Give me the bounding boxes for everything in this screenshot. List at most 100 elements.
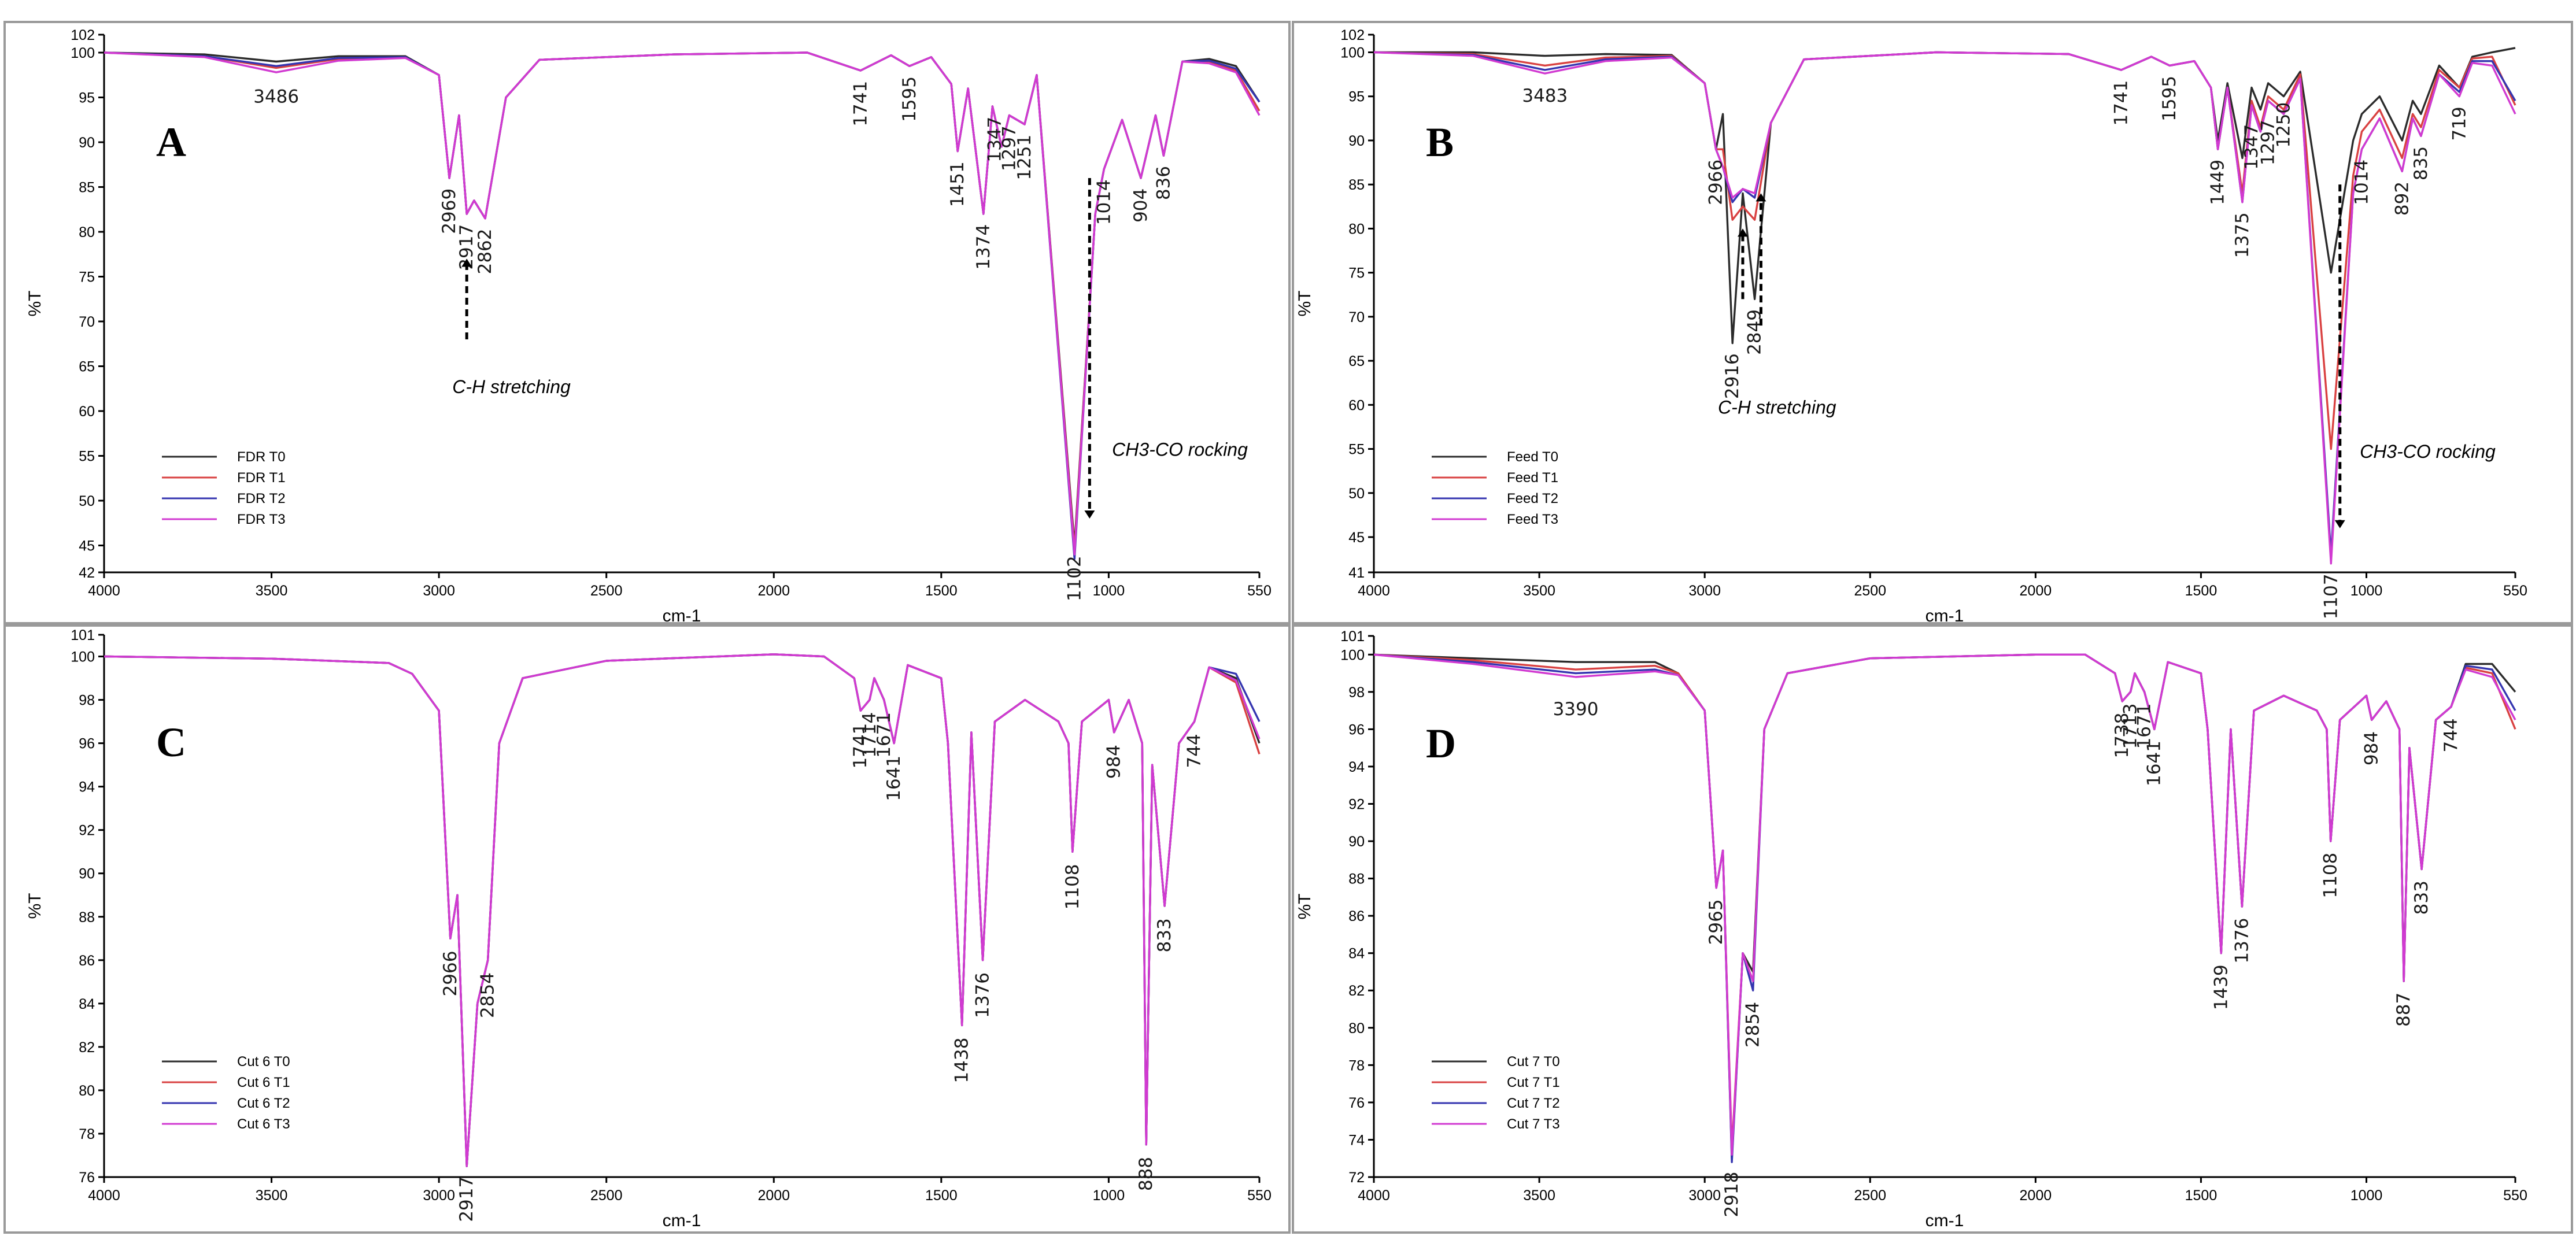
x-axis-title: cm-1	[663, 606, 701, 626]
y-tick-label: 75	[79, 269, 95, 286]
y-axis-title: %T	[25, 291, 45, 317]
y-tick-label: 88	[79, 909, 95, 926]
y-tick-label: 90	[79, 866, 95, 882]
peak-label: 888	[1136, 1157, 1156, 1191]
peak-label: 1108	[2320, 853, 2341, 898]
x-tick-label: 4000	[88, 1187, 120, 1204]
y-tick-label: 60	[1348, 397, 1365, 413]
y-tick-label: 41	[1348, 565, 1365, 581]
legend-entry: Cut 7 T3	[1507, 1116, 1560, 1132]
y-tick-label: 82	[79, 1039, 95, 1056]
x-tick-label: 1500	[925, 583, 958, 599]
panel-c: 4000 3500 3000 2500 2000 1500 1000 550 76 78 80 82 8…	[3, 624, 1291, 1234]
peak-label: 835	[2411, 146, 2431, 180]
legend-entry: FDR T0	[237, 449, 286, 465]
y-tick-label: 100	[71, 649, 95, 665]
series-line-t3	[104, 653, 1261, 1167]
legend-entry: Feed T1	[1507, 470, 1558, 486]
y-tick-label: 80	[1348, 221, 1365, 237]
annotation-label: C-H stretching	[1718, 397, 1836, 418]
legend-entry: Feed T3	[1507, 512, 1558, 527]
x-tick-label: 2500	[590, 583, 623, 599]
peak-label: 2966	[440, 951, 461, 997]
y-tick-label: 90	[79, 135, 95, 151]
annotation-label: C-H stretching	[452, 376, 571, 397]
peak-label: 2854	[478, 972, 498, 1018]
y-tick-label: 50	[1348, 486, 1365, 502]
y-tick-label: 92	[1348, 796, 1365, 812]
panel-a: 4000 3500 3000 2500 2000 1500 1000 550 42 45 50 55 6…	[3, 21, 1291, 626]
annotation-arrowhead	[1084, 510, 1095, 519]
x-tick-label: 4000	[1358, 583, 1390, 599]
panel-d: 4000 3500 3000 2500 2000 1500 1000 550 72 74 76 78 8…	[1292, 624, 2573, 1234]
peak-label: 1376	[973, 972, 993, 1018]
y-axis-title: %T	[1295, 291, 1314, 317]
y-tick-label: 90	[1348, 133, 1365, 149]
legend-entry: FDR T2	[237, 491, 286, 506]
x-axis-title: cm-1	[1925, 1211, 1964, 1230]
x-tick-label: 2500	[1854, 1187, 1886, 1204]
y-tick-label: 85	[1348, 177, 1365, 193]
y-tick-label: 80	[79, 1083, 95, 1099]
panel-letter: D	[1426, 720, 1456, 767]
annotation-arrowhead	[1737, 228, 1748, 237]
y-tick-label: 100	[1340, 45, 1365, 61]
x-tick-label: 550	[1247, 1187, 1272, 1204]
peak-label: 1641	[884, 756, 904, 801]
annotation-label: CH3-CO rocking	[2360, 441, 2496, 462]
peak-label: 744	[1184, 734, 1205, 768]
y-tick-label: 100	[1340, 647, 1365, 663]
y-tick-label: 75	[1348, 265, 1365, 282]
peak-label: 1714	[859, 712, 880, 758]
y-tick-label: 70	[79, 314, 95, 330]
peak-label: 1014	[1093, 179, 1114, 225]
y-tick-label: 86	[1348, 908, 1365, 924]
y-tick-label: 82	[1348, 983, 1365, 999]
annotation-arrowhead	[1755, 193, 1766, 202]
peak-label: 892	[2392, 182, 2412, 216]
y-tick-label: 96	[1348, 722, 1365, 738]
panel-letter: B	[1426, 119, 1454, 165]
x-tick-label: 1000	[2350, 583, 2383, 599]
peak-label: 3390	[1553, 699, 1599, 720]
peak-label: 1451	[947, 161, 968, 207]
legend-entry: Cut 6 T0	[237, 1054, 290, 1070]
x-tick-label: 550	[2503, 583, 2527, 599]
peak-label: 2965	[1706, 899, 1727, 945]
peak-label: 1107	[2320, 574, 2341, 619]
peak-label: 1438	[952, 1038, 973, 1083]
y-tick-label: 78	[1348, 1057, 1365, 1074]
y-tick-label: 98	[79, 693, 95, 709]
x-tick-label: 4000	[88, 583, 120, 599]
y-tick-label: 88	[1348, 871, 1365, 887]
peak-label: 1713	[2120, 704, 2141, 749]
peak-label: 1297	[2258, 120, 2279, 165]
peak-label: 744	[2441, 718, 2462, 752]
panel-border	[1292, 624, 2573, 1234]
legend-entry: Cut 7 T1	[1507, 1075, 1560, 1090]
x-tick-label: 1000	[1093, 1187, 1125, 1204]
legend-entry: FDR T3	[237, 512, 286, 527]
y-axis-title: %T	[25, 893, 45, 919]
x-tick-label: 1000	[1093, 583, 1125, 599]
peak-label: 1251	[1014, 135, 1035, 180]
x-tick-label: 3500	[256, 583, 288, 599]
peak-label: 836	[1153, 166, 1174, 200]
annotation-label: CH3-CO rocking	[1112, 439, 1248, 460]
peak-label: 3483	[1522, 86, 1568, 106]
peak-label: 1449	[2208, 160, 2228, 205]
peak-label: 1738	[2112, 713, 2133, 758]
legend-entry: FDR T1	[237, 470, 286, 486]
peak-label: 1741	[850, 723, 871, 769]
panel-b: 4000 3500 3000 2500 2000 1500 1000 550 41 45 50 55 6…	[1292, 21, 2573, 626]
y-tick-label: 95	[1348, 89, 1365, 105]
y-tick-label: 55	[79, 449, 95, 465]
y-tick-label: 84	[1348, 946, 1365, 962]
x-axis-title: cm-1	[663, 1211, 701, 1230]
y-tick-label: 80	[79, 224, 95, 240]
y-tick-label: 76	[1348, 1095, 1365, 1111]
legend-entry: Feed T0	[1507, 449, 1558, 465]
y-tick-label: 102	[71, 27, 95, 43]
y-tick-label: 60	[79, 404, 95, 420]
peak-label: 2862	[475, 229, 496, 275]
